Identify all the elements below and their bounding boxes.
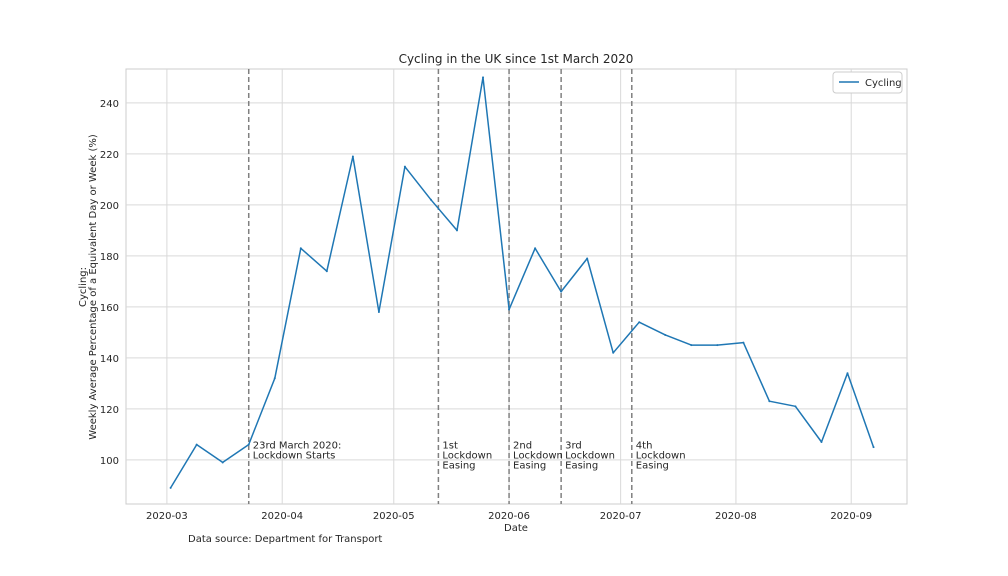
data-point (560, 290, 563, 293)
data-point (768, 400, 771, 403)
data-point (455, 229, 458, 232)
y-tick-label: 160 (100, 303, 119, 314)
annotation-line: Lockdown (636, 450, 686, 461)
y-tick-label: 100 (100, 456, 119, 467)
lockdown-annotation: 1st Lockdown Easing (442, 440, 492, 471)
data-point (273, 377, 276, 380)
data-source-note: Data source: Department for Transport (188, 534, 383, 545)
lockdown-annotation: 4th Lockdown Easing (636, 440, 686, 471)
annotation-line: Easing (442, 460, 475, 471)
annotation-line: Easing (636, 460, 669, 471)
x-tick-label: 2020-03 (146, 511, 188, 522)
lockdown-annotation: 3rd Lockdown Easing (565, 440, 615, 471)
plot-area (125, 68, 908, 505)
y-tick-label: 200 (100, 201, 119, 212)
data-point (508, 308, 511, 311)
data-point (820, 441, 823, 444)
y-tick-label: 120 (100, 405, 119, 416)
legend-box (832, 71, 903, 94)
data-point (846, 372, 849, 375)
legend: Cycling (832, 71, 903, 94)
data-point (742, 341, 745, 344)
y-axis-ticks: 100 120 140 160 180 200 220 240 (100, 99, 119, 467)
x-tick-label: 2020-09 (830, 511, 872, 522)
data-point (403, 165, 406, 168)
y-tick-label: 180 (100, 252, 119, 263)
data-point (534, 247, 537, 250)
data-point (377, 310, 380, 313)
annotation-line: Lockdown (513, 450, 563, 461)
data-point (872, 446, 875, 449)
data-point (794, 405, 797, 408)
data-point (247, 443, 250, 446)
series-group (169, 76, 875, 489)
legend-label: Cycling (865, 78, 902, 89)
y-tick-label: 220 (100, 150, 119, 161)
x-axis-label: Date (504, 523, 528, 534)
data-point (299, 247, 302, 250)
data-point (325, 270, 328, 273)
x-axis-ticks: 2020-03 2020-04 2020-05 2020-06 2020-07 2020-… (146, 511, 872, 522)
annotation-line: Lockdown (565, 450, 615, 461)
x-tick-label: 2020-06 (488, 511, 530, 522)
data-point (221, 461, 224, 464)
lockdown-markers (247, 69, 633, 504)
chart-title: Cycling in the UK since 1st March 2020 (399, 52, 634, 66)
annotation-line: 4th (636, 440, 653, 451)
annotation-line: 1st (442, 440, 458, 451)
annotation-line: Lockdown Starts (253, 450, 336, 461)
lockdown-annotation: 23rd March 2020: Lockdown Starts (253, 440, 342, 461)
x-tick-label: 2020-05 (373, 511, 415, 522)
x-tick-label: 2020-04 (261, 511, 303, 522)
data-point (429, 198, 432, 201)
data-point (169, 486, 172, 489)
annotation-line: 23rd March 2020: (253, 440, 342, 451)
data-point (690, 344, 693, 347)
data-point (351, 155, 354, 158)
y-axis-label-line1: Cycling: (78, 267, 89, 307)
series-line-cycling (169, 76, 875, 489)
annotation-line: 3rd (565, 440, 582, 451)
annotation-line: 2nd (513, 440, 532, 451)
annotation-line: Easing (565, 460, 598, 471)
annotation-line: Lockdown (442, 450, 492, 461)
y-tick-label: 240 (100, 99, 119, 110)
data-point (612, 351, 615, 354)
data-point (195, 443, 198, 446)
y-tick-label: 140 (100, 354, 119, 365)
data-point (716, 344, 719, 347)
grid (126, 69, 907, 504)
data-point (586, 257, 589, 260)
data-point (638, 321, 641, 324)
x-tick-label: 2020-08 (715, 511, 757, 522)
x-tick-label: 2020-07 (600, 511, 642, 522)
annotation-line: Easing (513, 460, 546, 471)
lockdown-annotation: 2nd Lockdown Easing (513, 440, 563, 471)
y-axis-label-line2: Weekly Average Percentage of a Equivalen… (88, 134, 99, 440)
data-point (664, 333, 667, 336)
data-point (482, 76, 485, 79)
